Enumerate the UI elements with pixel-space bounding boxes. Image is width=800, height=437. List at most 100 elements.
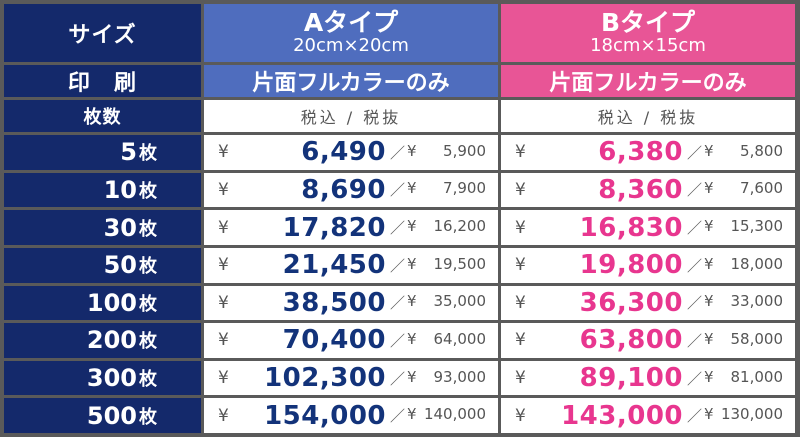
type-b-price-incl: 89,100 — [579, 363, 683, 394]
yen-symbol: ¥ — [407, 141, 417, 160]
slash: ／ — [687, 256, 703, 275]
size-header: サイズ — [4, 4, 201, 62]
type-b-size: 18cm×15cm — [590, 34, 706, 56]
type-a-price-excl-value: 140,000 — [423, 405, 486, 424]
yen-symbol: ¥ — [218, 142, 229, 163]
yen-symbol: ¥ — [218, 368, 229, 389]
quantity-unit: 枚 — [139, 406, 157, 428]
type-a-price-excl: ／ ¥93,000 — [386, 368, 486, 389]
slash: ／ — [390, 407, 406, 426]
type-a-price-excl: ／ ¥7,900 — [386, 179, 486, 200]
quantity-unit: 枚 — [139, 218, 157, 240]
quantity-cell: 300 枚 — [4, 360, 201, 396]
slash: ／ — [687, 369, 703, 388]
quantity-value: 300 — [86, 364, 137, 393]
type-b-title: Bタイプ — [600, 8, 696, 38]
yen-symbol: ¥ — [704, 292, 714, 311]
type-b-price-excl-value: 130,000 — [720, 405, 783, 424]
type-a-price-excl: ／ ¥19,500 — [386, 255, 486, 276]
yen-symbol: ¥ — [704, 141, 714, 160]
type-b-price-excl-value: 5,800 — [740, 141, 783, 160]
yen-symbol: ¥ — [704, 367, 714, 386]
type-a-price-cell: ¥ 21,450 ／ ¥19,500 — [204, 247, 498, 283]
type-a-price-excl-value: 16,200 — [433, 217, 487, 236]
type-a-price-incl: 8,690 — [301, 174, 386, 205]
slash: ／ — [390, 219, 406, 238]
type-b-price-excl-value: 33,000 — [730, 292, 784, 311]
type-a-price-cell: ¥ 38,500 ／ ¥35,000 — [204, 285, 498, 321]
price-table: サイズ Aタイプ 20cm×20cm Bタイプ 18cm×15cm 印 刷 片面… — [4, 4, 796, 433]
type-b-price-cell: ¥ 36,300 ／ ¥33,000 — [501, 285, 795, 321]
type-a-header: Aタイプ 20cm×20cm — [204, 4, 498, 62]
yen-symbol: ¥ — [704, 217, 714, 236]
type-b-price-excl: ／ ¥5,800 — [683, 142, 783, 163]
yen-symbol: ¥ — [515, 405, 526, 426]
type-b-price-cell: ¥ 19,800 ／ ¥18,000 — [501, 247, 795, 283]
type-b-price-excl: ／ ¥18,000 — [683, 255, 783, 276]
type-b-price-cell: ¥ 8,360 ／ ¥7,600 — [501, 172, 795, 208]
type-a-price-excl-value: 7,900 — [443, 179, 486, 198]
type-a-price-excl: ／ ¥16,200 — [386, 217, 486, 238]
yen-symbol: ¥ — [218, 330, 229, 351]
yen-symbol: ¥ — [407, 254, 417, 273]
type-b-price-excl: ／ ¥130,000 — [683, 405, 783, 426]
type-a-price-cell: ¥ 8,690 ／ ¥7,900 — [204, 172, 498, 208]
type-b-price-incl: 8,360 — [598, 174, 683, 205]
type-b-price-excl: ／ ¥15,300 — [683, 217, 783, 238]
yen-symbol: ¥ — [515, 217, 526, 238]
yen-symbol: ¥ — [218, 217, 229, 238]
yen-symbol: ¥ — [515, 142, 526, 163]
type-a-price-excl-value: 5,900 — [443, 141, 486, 160]
quantity-cell: 30 枚 — [4, 210, 201, 245]
type-a-price-incl: 70,400 — [282, 325, 386, 356]
type-a-price-excl: ／ ¥140,000 — [386, 405, 486, 426]
slash: ／ — [687, 181, 703, 200]
yen-symbol: ¥ — [704, 329, 714, 348]
slash: ／ — [390, 181, 406, 200]
type-b-price-excl: ／ ¥7,600 — [683, 179, 783, 200]
slash: ／ — [687, 294, 703, 313]
type-b-price-excl-value: 7,600 — [740, 179, 783, 198]
quantity-unit: 枚 — [139, 293, 157, 315]
quantity-cell: 10 枚 — [4, 172, 201, 208]
slash: ／ — [390, 369, 406, 388]
type-a-price-cell: ¥ 102,300 ／ ¥93,000 — [204, 360, 498, 396]
quantity-value: 200 — [86, 326, 137, 355]
type-a-size: 20cm×20cm — [293, 34, 409, 56]
type-a-price-incl: 154,000 — [264, 400, 386, 431]
type-a-price-incl: 17,820 — [282, 212, 386, 243]
type-b-header: Bタイプ 18cm×15cm — [501, 4, 795, 62]
type-a-price-incl: 21,450 — [282, 250, 386, 281]
type-a-price-incl: 102,300 — [264, 363, 386, 394]
yen-symbol: ¥ — [218, 292, 229, 313]
slash: ／ — [687, 219, 703, 238]
quantity-value: 500 — [86, 401, 137, 430]
type-b-price-excl: ／ ¥81,000 — [683, 368, 783, 389]
type-b-print: 片面フルカラーのみ — [501, 65, 795, 97]
quantity-unit: 枚 — [139, 331, 157, 353]
yen-symbol: ¥ — [515, 330, 526, 351]
yen-symbol: ¥ — [407, 405, 417, 424]
quantity-unit: 枚 — [139, 143, 157, 165]
type-a-price-excl: ／ ¥64,000 — [386, 330, 486, 351]
yen-symbol: ¥ — [218, 255, 229, 276]
count-header: 枚数 — [4, 100, 201, 132]
yen-symbol: ¥ — [704, 254, 714, 273]
type-b-price-incl: 6,380 — [598, 137, 683, 168]
type-a-title: Aタイプ — [303, 8, 399, 38]
slash: ／ — [390, 256, 406, 275]
type-b-price-cell: ¥ 6,380 ／ ¥5,800 — [501, 135, 795, 170]
yen-symbol: ¥ — [407, 217, 417, 236]
type-b-price-excl-value: 15,300 — [730, 217, 784, 236]
type-b-price-cell: ¥ 143,000 ／ ¥130,000 — [501, 398, 795, 433]
type-a-price-excl: ／ ¥35,000 — [386, 292, 486, 313]
quantity-value: 30 — [103, 213, 137, 242]
slash: ／ — [390, 294, 406, 313]
quantity-cell: 50 枚 — [4, 247, 201, 283]
print-header: 印 刷 — [4, 65, 201, 97]
type-b-price-incl: 143,000 — [561, 400, 683, 431]
type-a-price-excl-value: 64,000 — [433, 329, 487, 348]
quantity-cell: 100 枚 — [4, 285, 201, 321]
yen-symbol: ¥ — [515, 255, 526, 276]
slash: ／ — [687, 407, 703, 426]
